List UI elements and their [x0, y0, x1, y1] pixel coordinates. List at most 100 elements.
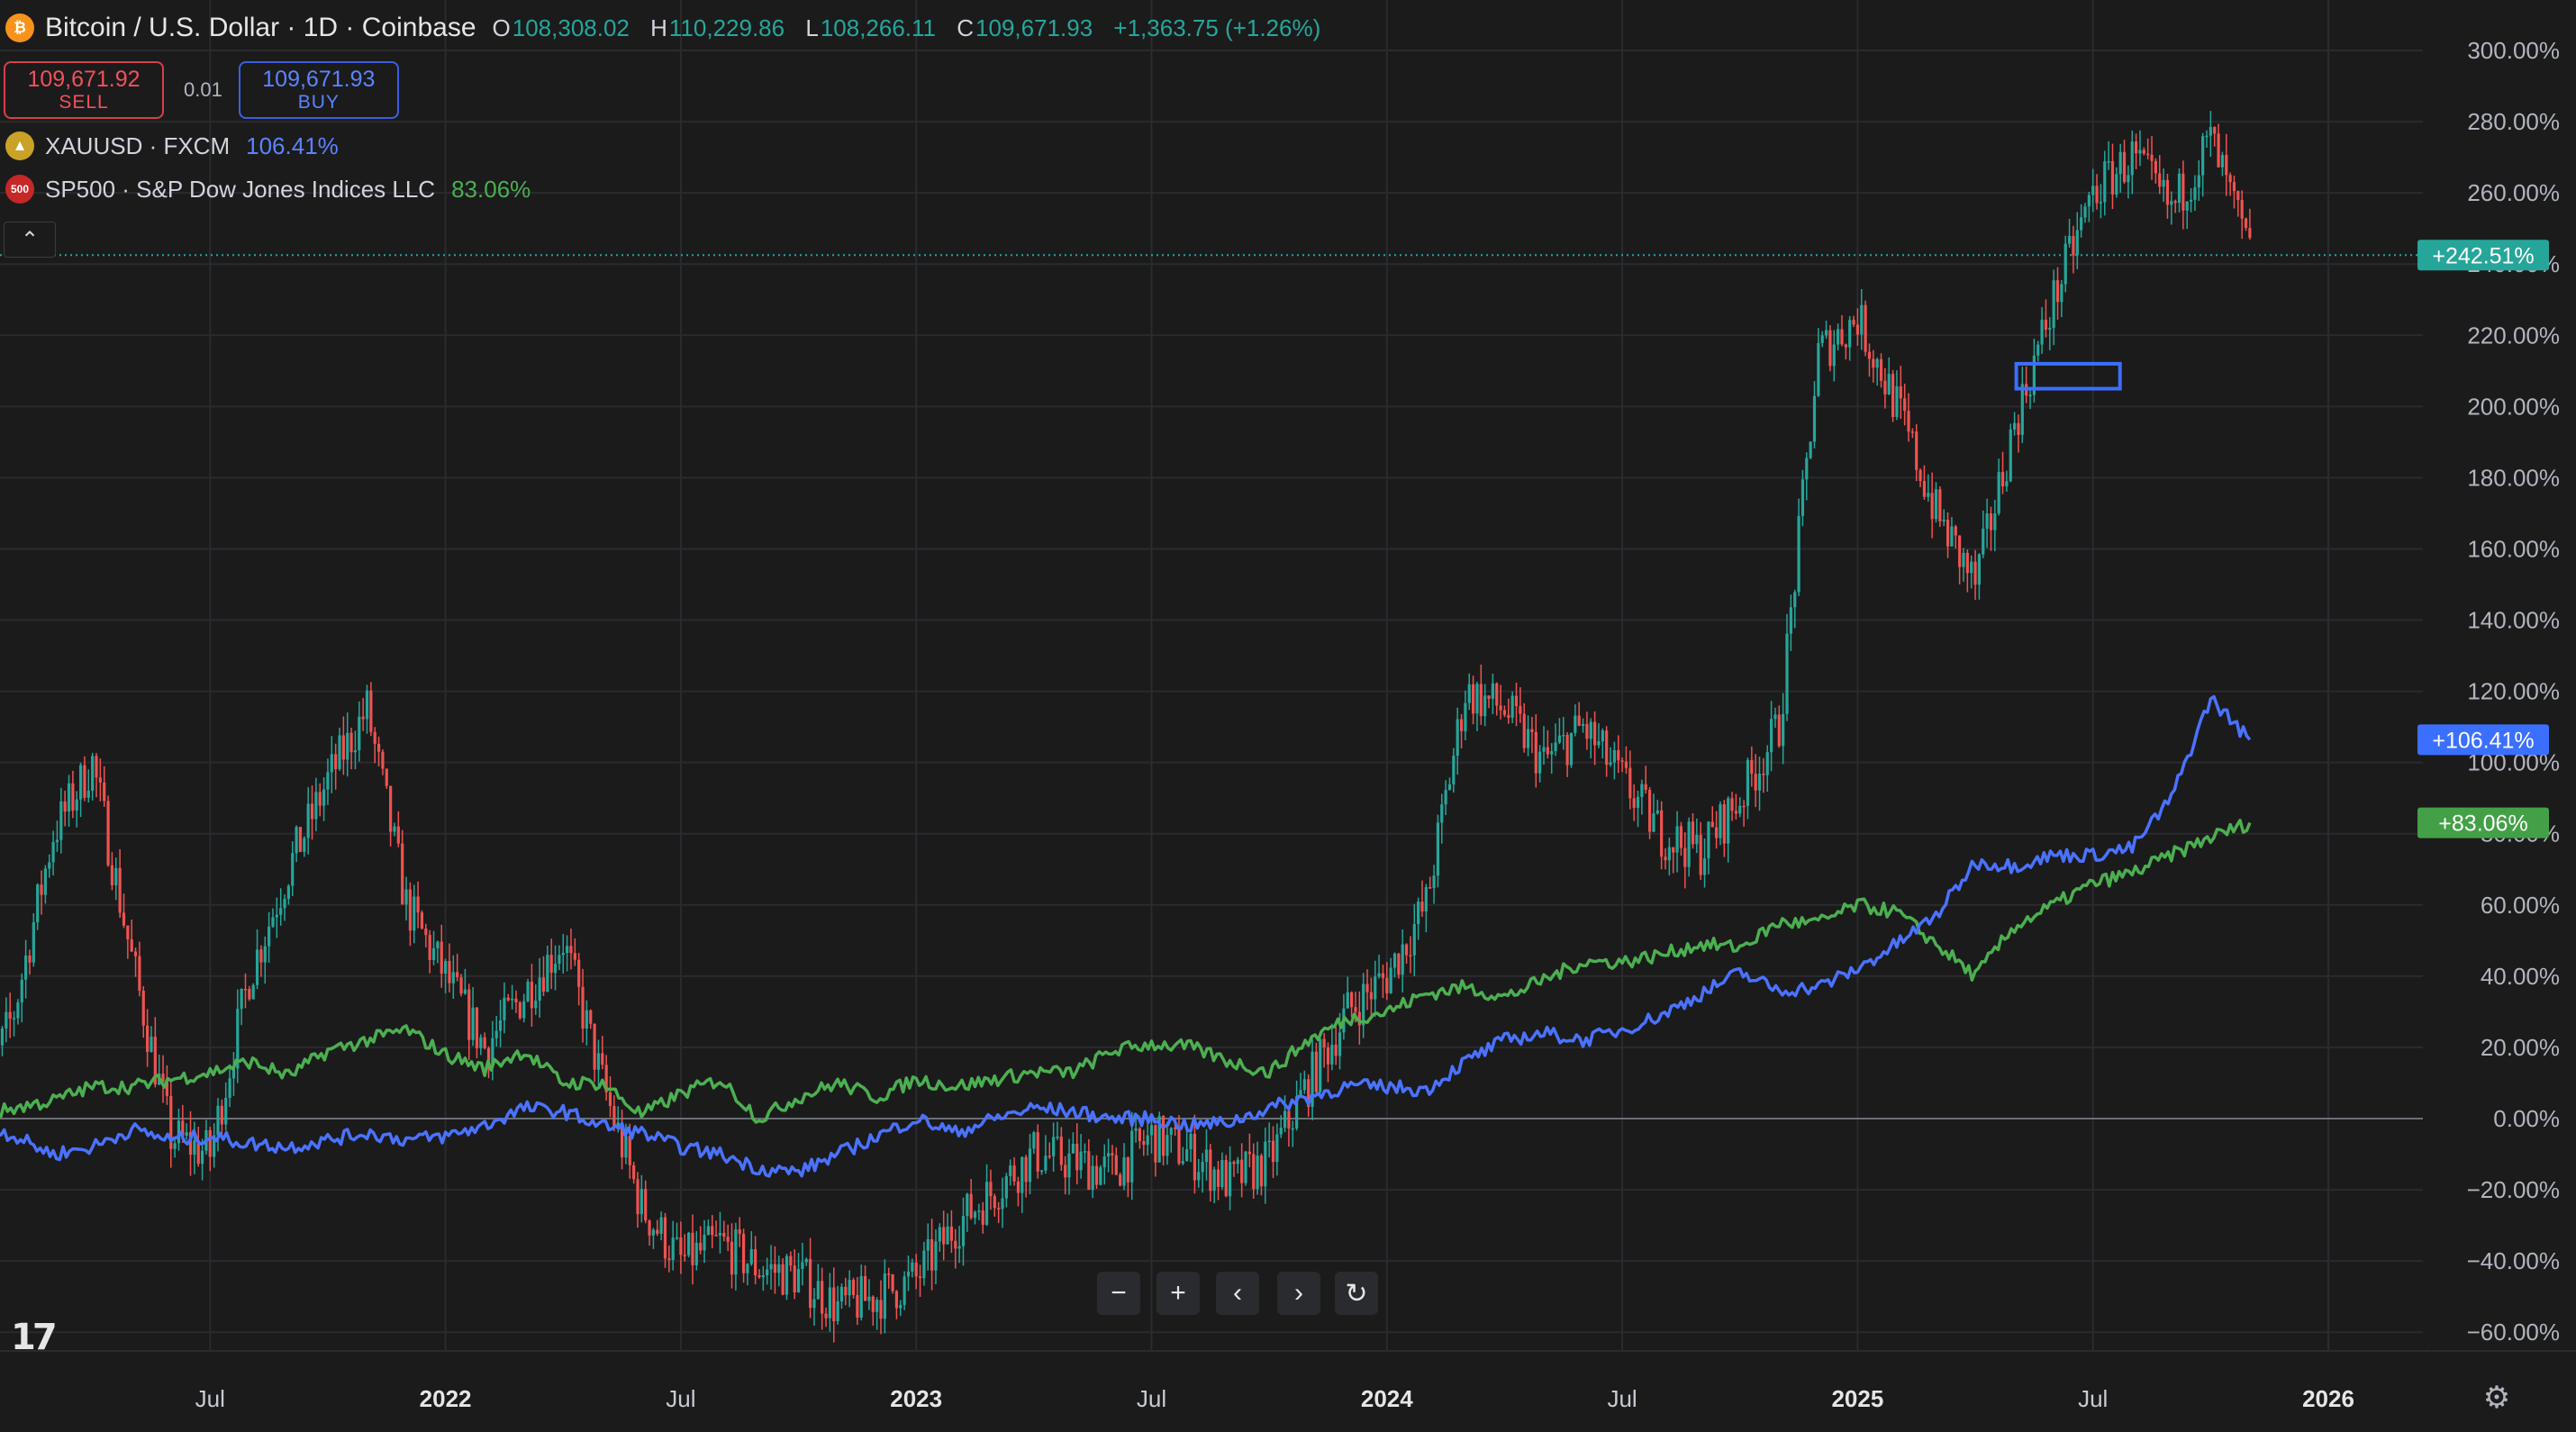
candle-body — [2138, 150, 2142, 154]
candle-body — [1149, 1125, 1154, 1136]
symbol-title[interactable]: Bitcoin / U.S. Dollar · 1D · Coinbase — [45, 13, 476, 42]
buy-button[interactable]: 109,671.93 BUY — [238, 61, 399, 119]
candle-body — [1832, 344, 1836, 367]
candle-body — [467, 989, 471, 1040]
candle-body — [1793, 592, 1797, 608]
scroll-right-button[interactable]: › — [1277, 1272, 1320, 1315]
candle-body — [451, 972, 455, 983]
candle-body — [208, 1129, 212, 1157]
candle-body — [376, 743, 381, 752]
candle-body — [1667, 847, 1671, 861]
series-line-xauusd — [0, 694, 2252, 1178]
candle-body — [891, 1273, 894, 1292]
candle-body — [338, 735, 341, 770]
candle-body — [934, 1241, 938, 1271]
candle-body — [483, 1037, 486, 1048]
candle-body — [2193, 187, 2197, 200]
candle-body — [63, 801, 67, 812]
zoom-out-button[interactable]: − — [1097, 1272, 1140, 1315]
candle-body — [511, 998, 514, 1001]
candle-body — [1417, 902, 1420, 925]
candle-body — [1754, 774, 1757, 791]
scroll-left-button[interactable]: ‹ — [1216, 1272, 1259, 1315]
candle-body — [1715, 827, 1719, 838]
candle-body — [1519, 706, 1522, 714]
candle-body — [181, 1120, 185, 1136]
sell-button[interactable]: 109,671.92 SELL — [4, 61, 164, 119]
candle-body — [824, 1313, 828, 1319]
candle-body — [1875, 358, 1879, 368]
reset-chart-button[interactable]: ↻ — [1335, 1272, 1378, 1315]
candle-body — [1024, 1156, 1028, 1183]
bitcoin-icon: ₿ — [5, 14, 34, 42]
candle-body — [1672, 847, 1675, 853]
candle-body — [1177, 1128, 1181, 1164]
candle-body — [1209, 1149, 1212, 1192]
candle-body — [2072, 235, 2075, 256]
candle-body — [596, 1053, 601, 1070]
candle-body — [349, 732, 353, 753]
candle-body — [1824, 330, 1828, 336]
candle-body — [1550, 750, 1554, 755]
candle-body — [263, 946, 267, 963]
compare-row-xauusd[interactable]: ▲ XAUUSD · FXCM 106.41% — [0, 131, 339, 160]
candle-body — [248, 989, 251, 1000]
candle-body — [200, 1150, 204, 1165]
candle-body — [604, 1065, 608, 1092]
collapse-legend-button[interactable]: ⌃ — [4, 222, 56, 258]
zoom-in-button[interactable]: + — [1156, 1272, 1200, 1315]
candle-body — [1044, 1156, 1048, 1171]
candle-body — [703, 1235, 706, 1251]
candle-body — [2240, 200, 2244, 219]
candle-body — [1746, 759, 1750, 806]
candle-body — [1064, 1165, 1067, 1178]
candle-body — [1514, 695, 1519, 707]
candle-body — [314, 792, 318, 820]
candle-body — [1585, 723, 1589, 739]
tradingview-logo[interactable]: 17 — [11, 1317, 58, 1358]
candle-body — [1020, 1156, 1024, 1193]
last-value-badges: +242.51% +106.41% +83.06% — [2417, 240, 2549, 838]
candle-body — [365, 690, 369, 720]
candle-body — [809, 1258, 812, 1309]
candle-body — [984, 1182, 989, 1225]
candle-body — [413, 896, 416, 931]
candle-body — [2122, 151, 2127, 183]
candle-body — [2228, 175, 2232, 183]
candle-body — [659, 1217, 663, 1234]
candle-body — [1762, 774, 1765, 775]
candle-body — [1797, 515, 1800, 593]
candle-body — [224, 1097, 228, 1125]
candle-body — [741, 1233, 746, 1273]
y-tick-label: 280.00% — [2467, 108, 2560, 135]
candle-body — [1459, 719, 1464, 731]
candle-body — [636, 1179, 639, 1215]
x-tick-label: Jul — [1137, 1385, 1166, 1412]
candle-body — [2095, 186, 2099, 204]
candle-body — [1091, 1165, 1094, 1191]
candle-body — [2181, 173, 2185, 211]
candle-body — [1970, 561, 1973, 574]
candle-body — [153, 1037, 157, 1085]
main-symbol-row[interactable]: ₿ Bitcoin / U.S. Dollar · 1D · Coinbase … — [0, 13, 1320, 43]
y-tick-label: 20.00% — [2481, 1034, 2560, 1061]
candle-body — [1412, 924, 1416, 956]
compare-name: SP500 · S&P Dow Jones Indices LLC — [45, 175, 436, 203]
candle-body — [385, 768, 388, 786]
candle-body — [1589, 721, 1592, 739]
price-axis: 300.00%280.00%260.00%240.00%220.00%200.0… — [2467, 37, 2560, 1346]
candle-body — [1106, 1153, 1111, 1156]
candle-body — [2103, 161, 2107, 203]
settings-icon[interactable]: ⚙ — [2482, 1381, 2511, 1415]
candle-body — [2225, 155, 2228, 176]
candle-body — [1479, 684, 1483, 717]
candle-body — [1899, 385, 1902, 399]
candle-body — [1977, 554, 1982, 585]
high-value: 110,229.86 — [668, 14, 785, 41]
compare-row-sp500[interactable]: 500 SP500 · S&P Dow Jones Indices LLC 83… — [0, 175, 531, 204]
candle-body — [358, 716, 361, 750]
candle-body — [1982, 528, 1985, 555]
candle-body — [216, 1105, 220, 1136]
candle-body — [1142, 1140, 1146, 1146]
